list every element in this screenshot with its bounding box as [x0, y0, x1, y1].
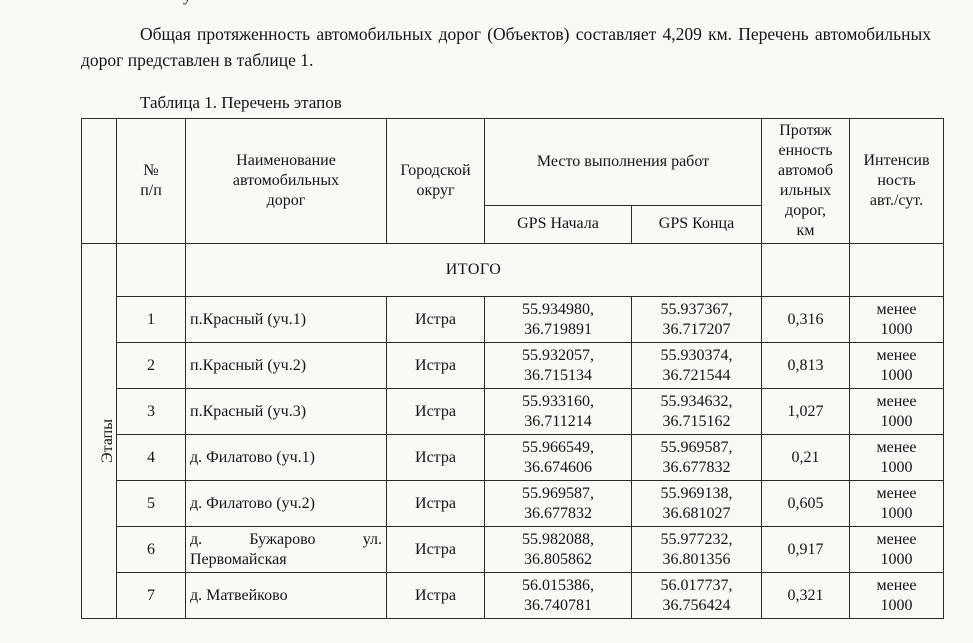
length-cell: [761, 243, 850, 297]
row-number-cell: 2: [116, 342, 186, 389]
district-header: Городской округ: [386, 118, 485, 244]
gps-start-header: GPS Начала: [484, 204, 632, 245]
table-row: 6 д. Бужарово ул. Первомайская Истра 55.982…: [82, 526, 944, 573]
gps-end-cell: 55.937367, 36.717207: [631, 296, 762, 343]
length-cell: 0,917: [761, 526, 850, 573]
district-cell: Истра: [386, 342, 485, 389]
gps-end-header: GPS Конца: [631, 204, 762, 245]
road-name-cell: д. Бужарово ул. Первомайская: [185, 526, 387, 573]
row-number-cell: [116, 243, 186, 297]
totals-row: Этапы ИТОГО: [81, 243, 944, 619]
clipped-text-fragment: у: [183, 0, 192, 6]
intensity-cell: менее 1000: [849, 388, 944, 435]
intensity-cell: менее 1000: [849, 480, 944, 527]
row-number-cell: 1: [116, 296, 186, 343]
intensity-cell: менее 1000: [849, 434, 944, 481]
header-row-1: № п/п Наименование автомобильных дорог Г…: [81, 118, 944, 244]
intensity-cell: [849, 243, 944, 297]
stages-table: № п/п Наименование автомобильных дорог Г…: [81, 118, 944, 619]
gps-start-cell: 55.982088, 36.805862: [484, 526, 632, 573]
intensity-cell: менее 1000: [849, 572, 944, 619]
table-row: 5 д. Филатово (уч.2) Истра 55.969587, 36.67…: [82, 480, 944, 527]
work-place-header: Место выполнения работ: [484, 118, 762, 206]
row-number-cell: 7: [116, 572, 186, 619]
length-cell: 0,21: [761, 434, 850, 481]
stage-label: Этапы: [98, 419, 116, 463]
table-body: Этапы ИТОГО 1 п.Красный (уч.1) Истра 55.934…: [81, 243, 944, 619]
intensity-cell: менее 1000: [849, 526, 944, 573]
road-name-cell: п.Красный (уч.1): [185, 296, 387, 343]
district-cell: Истра: [386, 526, 485, 573]
header-row-2: GPS Начала GPS Конца: [82, 204, 944, 245]
totals-cell: ИТОГО: [185, 243, 762, 297]
length-cell: 1,027: [761, 388, 850, 435]
intro-paragraph: Общая протяженность автомобильных дорог …: [81, 24, 931, 70]
road-name-cell: д. Матвейково: [185, 572, 387, 619]
length-header: Протяж енность автомоб ильных дорог, км: [761, 118, 850, 244]
district-cell: Истра: [386, 572, 485, 619]
road-name-cell: п.Красный (уч.3): [185, 388, 387, 435]
table-row: 7 д. Матвейково Истра 56.015386, 36.740781 5…: [82, 572, 944, 619]
gps-start-cell: 55.933160, 36.711214: [484, 388, 632, 435]
table-row: 1 п.Красный (уч.1) Истра 55.934980, 36.7198…: [82, 296, 944, 343]
row-number-cell: 6: [116, 526, 186, 573]
length-cell: 0,316: [761, 296, 850, 343]
stage-header-cell: [81, 118, 117, 244]
row-number-cell: 3: [116, 388, 186, 435]
gps-start-cell: 55.969587, 36.677832: [484, 480, 632, 527]
intensity-cell: менее 1000: [849, 342, 944, 389]
length-cell: 0,321: [761, 572, 850, 619]
row-number-cell: 5: [116, 480, 186, 527]
gps-start-cell: 55.932057, 36.715134: [484, 342, 632, 389]
row-number-cell: 4: [116, 434, 186, 481]
gps-end-cell: 55.930374, 36.721544: [631, 342, 762, 389]
gps-end-cell: 55.969138, 36.681027: [631, 480, 762, 527]
stage-cell: Этапы: [81, 243, 117, 619]
gps-end-cell: 56.017737, 36.756424: [631, 572, 762, 619]
road-name-cell: д. Филатово (уч.1): [185, 434, 387, 481]
gps-start-cell: 55.966549, 36.674606: [484, 434, 632, 481]
number-header: № п/п: [116, 118, 186, 244]
table-header: № п/п Наименование автомобильных дорог Г…: [81, 118, 944, 245]
table-row: 3 п.Красный (уч.3) Истра 55.933160, 36.7112…: [82, 388, 944, 435]
district-cell: Истра: [386, 296, 485, 343]
length-cell: 0,813: [761, 342, 850, 389]
district-cell: Истра: [386, 388, 485, 435]
district-cell: Истра: [386, 434, 485, 481]
gps-end-cell: 55.977232, 36.801356: [631, 526, 762, 573]
gps-end-cell: 55.934632, 36.715162: [631, 388, 762, 435]
intensity-header: Интенсив ность авт./сут.: [849, 118, 944, 244]
table-row: 2 п.Красный (уч.2) Истра 55.932057, 36.7151…: [82, 342, 944, 389]
table-row: 4 д. Филатово (уч.1) Истра 55.966549, 36.67…: [82, 434, 944, 481]
intensity-cell: менее 1000: [849, 296, 944, 343]
road-name-header: Наименование автомобильных дорог: [185, 118, 387, 244]
table-caption: Таблица 1. Перечень этапов: [140, 93, 342, 112]
length-cell: 0,605: [761, 480, 850, 527]
road-name-cell: д. Филатово (уч.2): [185, 480, 387, 527]
district-cell: Истра: [386, 480, 485, 527]
gps-start-cell: 56.015386, 36.740781: [484, 572, 632, 619]
gps-end-cell: 55.969587, 36.677832: [631, 434, 762, 481]
road-name-cell: п.Красный (уч.2): [185, 342, 387, 389]
gps-start-cell: 55.934980, 36.719891: [484, 296, 632, 343]
